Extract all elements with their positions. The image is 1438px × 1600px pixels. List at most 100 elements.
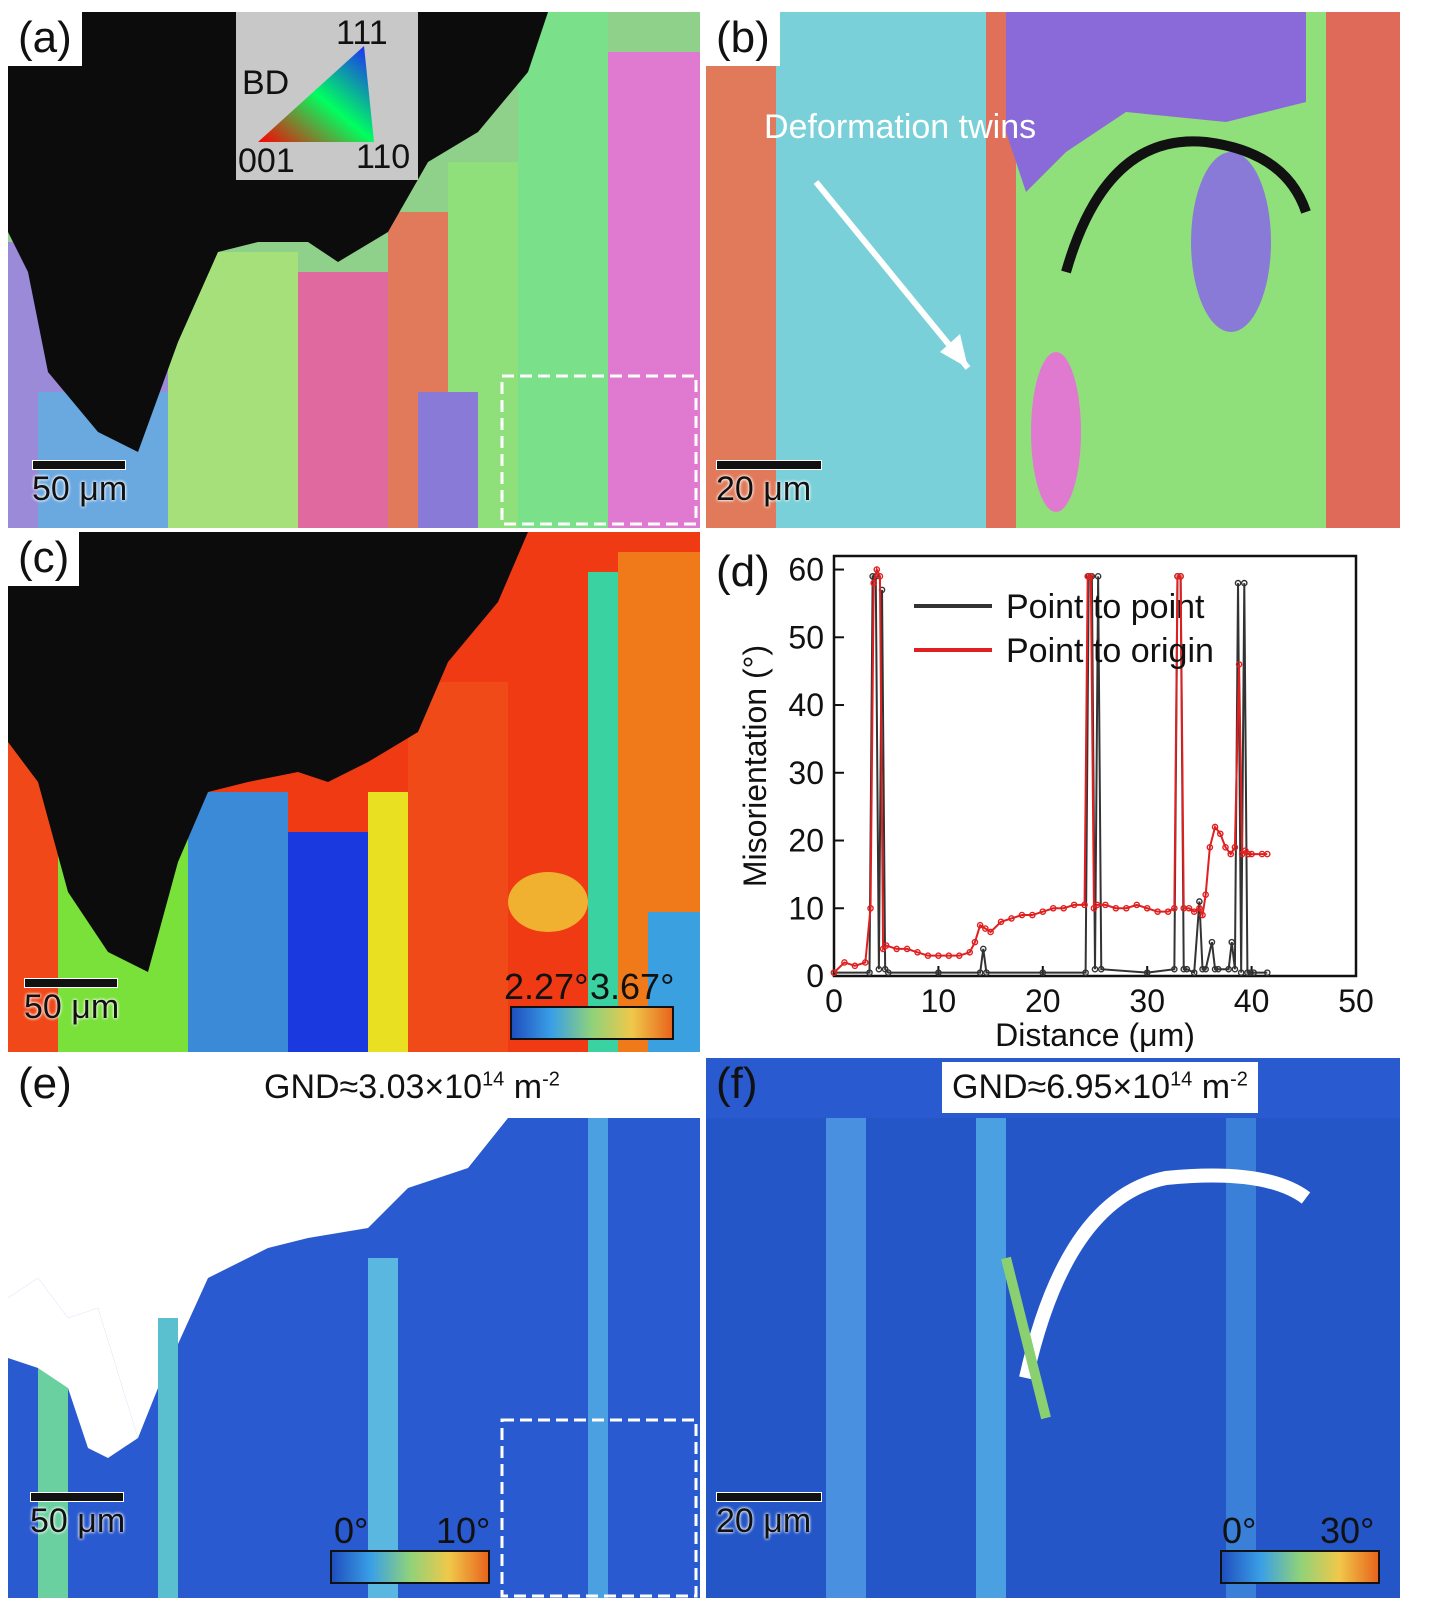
x-tick-label: 50	[1338, 983, 1374, 1019]
data-point	[884, 969, 892, 976]
panel-label-b: (b)	[706, 12, 780, 66]
data-point	[1245, 850, 1252, 858]
colorbar-min-f: 0°	[1222, 1510, 1257, 1551]
data-point	[1250, 969, 1257, 976]
data-point	[1039, 969, 1047, 976]
data-point	[1029, 911, 1036, 919]
panel-b-ipf-map: (b) Deformation twins 20 μm	[706, 12, 1400, 528]
data-point	[851, 962, 859, 970]
data-point	[1102, 901, 1109, 909]
data-point	[945, 952, 953, 959]
legend-label: Point to point	[1006, 588, 1205, 626]
scalebar-e: 50 μm	[30, 1492, 125, 1541]
colorbar-gradient-f	[1220, 1550, 1380, 1584]
scalebar-line-c	[24, 978, 118, 988]
data-point	[1094, 573, 1102, 580]
kam-map-image-c	[8, 532, 700, 1052]
data-point	[882, 942, 890, 949]
panel-e-gnd-map: (e) GND≈3.03×1014 m-2 50 μm 0° 10°	[8, 1058, 700, 1598]
panel-f-gnd-map: (f) GND≈6.95×1014 m-2 20 μm 0° 30°	[706, 1058, 1400, 1598]
data-point	[1199, 911, 1206, 919]
gnd-exponent-f: 14	[1170, 1068, 1193, 1091]
y-tick-label: 40	[788, 687, 824, 723]
ipf-triangle	[258, 46, 374, 142]
data-point	[1211, 965, 1219, 973]
deformation-twins-annotation: Deformation twins	[764, 108, 1037, 146]
data-point	[876, 573, 884, 580]
y-tick-label: 30	[788, 755, 824, 791]
data-point	[971, 938, 979, 946]
gnd-prefix-f: GND≈6.95×10	[952, 1068, 1171, 1106]
data-point	[841, 959, 848, 966]
ipf-map-image-b	[706, 12, 1400, 528]
scalebar-b: 20 μm	[716, 460, 822, 509]
data-point	[1087, 573, 1095, 580]
data-point	[875, 965, 883, 973]
data-point	[924, 952, 932, 959]
y-tick-label: 20	[788, 823, 824, 859]
data-point	[1081, 901, 1088, 909]
colorbar-e: 0° 10°	[330, 1510, 490, 1584]
colorbar-f: 0° 30°	[1220, 1510, 1380, 1584]
data-point	[1190, 969, 1198, 976]
data-point	[1240, 579, 1248, 587]
data-point	[1244, 969, 1251, 976]
y-tick-label: 60	[788, 552, 824, 588]
panel-label-f: (f)	[716, 1059, 758, 1108]
gnd-unit-e: m	[504, 1068, 543, 1106]
colorbar-max-f: 30°	[1320, 1510, 1375, 1551]
data-point	[1208, 938, 1216, 946]
scalebar-text-a: 50 μm	[32, 470, 128, 508]
data-point	[1214, 965, 1222, 973]
gnd-map-image-f	[706, 1058, 1400, 1598]
colorbar-c: 2.27° 3.67°	[504, 966, 675, 1040]
data-point	[1018, 911, 1026, 919]
data-point	[1133, 901, 1141, 909]
data-point	[1228, 938, 1236, 946]
scalebar-text-b: 20 μm	[716, 470, 812, 508]
data-point	[1222, 843, 1229, 851]
series-line-point-to-origin	[833, 566, 1268, 974]
data-point	[1171, 965, 1178, 973]
data-point	[830, 969, 838, 976]
data-point	[1180, 965, 1188, 973]
data-point	[1084, 573, 1091, 580]
data-point	[1199, 965, 1206, 973]
panel-a-ipf-map: BD 111 001 110 (a) 50 μm	[8, 12, 700, 528]
ipf-bd-label: BD	[242, 64, 290, 102]
colorbar-gradient-c	[510, 1006, 674, 1040]
y-tick-label: 10	[788, 890, 824, 926]
data-point	[862, 959, 869, 966]
data-point	[1171, 904, 1178, 912]
scalebar-line-e	[30, 1492, 124, 1502]
data-point	[1237, 969, 1245, 976]
colorbar-labels-c: 2.27° 3.67°	[504, 966, 675, 1007]
data-point	[1211, 823, 1219, 831]
colorbar-labels-e: 0° 10°	[330, 1510, 491, 1551]
data-point	[1154, 908, 1161, 915]
data-point	[1234, 579, 1242, 587]
ipf-110-label: 110	[356, 138, 411, 176]
scalebar-text-f: 20 μm	[716, 1502, 812, 1540]
data-point	[867, 904, 874, 912]
data-point	[1235, 661, 1243, 668]
data-point	[983, 969, 990, 976]
scalebar-f: 20 μm	[716, 1492, 822, 1541]
data-point	[1216, 830, 1224, 838]
x-tick-label: 40	[1234, 983, 1270, 1019]
colorbar-max-c: 3.67°	[590, 966, 675, 1007]
data-point	[1263, 969, 1271, 976]
colorbar-min-e: 0°	[334, 1510, 369, 1551]
data-point	[1231, 843, 1239, 851]
colorbar-max-e: 10°	[436, 1510, 491, 1551]
data-point	[870, 579, 877, 587]
data-point	[1196, 898, 1203, 905]
gnd-unit-exponent-f: -2	[1230, 1068, 1248, 1091]
data-point	[1206, 843, 1214, 851]
data-point	[997, 918, 1005, 926]
panel-label-a: (a)	[8, 12, 82, 66]
legend-label: Point to origin	[1006, 632, 1214, 670]
y-axis-label: Misorientation (°)	[737, 645, 773, 887]
data-point	[1112, 904, 1120, 912]
data-point	[1202, 891, 1209, 899]
